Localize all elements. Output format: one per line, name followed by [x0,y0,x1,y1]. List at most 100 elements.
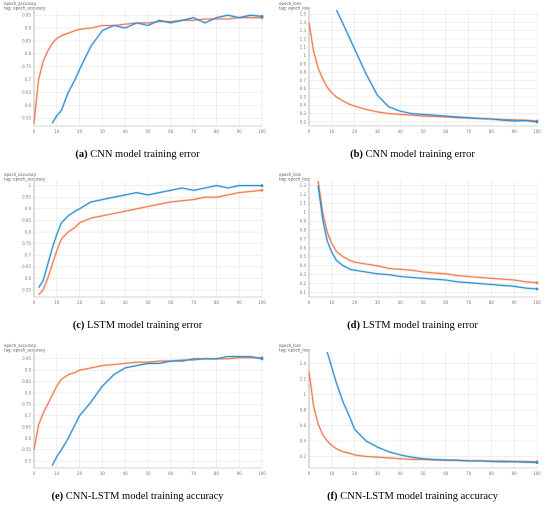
y-tick-label: 0.75 [22,64,31,69]
chart-tag: tag: epoch_loss [279,177,310,182]
y-tick-label: 0.6 [300,86,307,91]
x-tick-label: 70 [466,129,472,134]
x-tick-label: 70 [191,300,197,305]
y-tick-label: 0.85 [22,379,31,384]
y-tick-label: 0.85 [22,38,31,43]
y-tick-label: 1 [303,210,306,215]
y-tick-label: 0.6 [300,245,307,250]
x-tick-label: 10 [329,471,335,476]
x-tick-label: 10 [54,300,60,305]
y-tick-label: 1.3 [300,183,307,188]
x-tick-label: 20 [352,300,358,305]
caption-text: CNN-LSTM model training accuracy [65,491,224,502]
x-tick-label: 10 [329,129,335,134]
y-tick-label: 1.2 [300,36,307,41]
caption-text: CNN model training error [90,149,200,160]
x-tick-label: 70 [466,471,472,476]
caption-b: (b) CNN model training error [275,149,550,160]
x-tick-label: 20 [352,129,358,134]
y-tick-label: 1.4 [300,361,307,366]
x-tick-label: 30 [375,471,381,476]
panel-f: epoch_loss tag: epoch_loss 0.2 0.4 0.6 0.8 1 1.… [275,342,550,513]
y-tick-label: 0.9 [25,368,32,373]
x-tick-label: 60 [443,471,449,476]
panel-a: epoch_accuracy tag: epoch_accuracy 0.55 0.6… [0,0,275,171]
y-tick-label: 0.7 [25,77,32,82]
y-tick-label: 0.5 [300,254,307,259]
y-tick-label: 0.8 [25,390,32,395]
series-orange-shadow [316,180,538,284]
x-tick-label: 30 [375,300,381,305]
y-tick-label: 0.75 [22,402,31,407]
y-tick-label: 0.4 [300,103,307,108]
x-tick-label: 100 [258,471,266,476]
series-orange-end-point [535,281,539,285]
caption-letter: (b) [350,149,363,160]
chart-tag: tag: epoch_accuracy [4,6,46,11]
y-tick-label: 1.3 [300,28,307,33]
y-tick-label: 0.3 [300,111,307,116]
series-blue-line [38,185,262,289]
y-tick-label: 0.6 [25,436,32,441]
y-tick-label: 0.95 [22,356,31,361]
x-tick-label: 0 [33,471,36,476]
y-tick-label: 0.4 [300,438,307,443]
y-tick-label: 0.9 [25,25,32,30]
caption-text: LSTM model training error [87,320,203,331]
y-tick-label: 0.95 [22,13,31,18]
series-blue-end-point [535,120,539,124]
x-tick-label: 40 [123,300,129,305]
chart-tag: tag: epoch_loss [279,348,310,353]
y-tick-label: 0.3 [300,272,307,277]
x-tick-label: 70 [191,129,197,134]
y-tick-label: 0.4 [300,263,307,268]
x-tick-label: 20 [77,129,83,134]
x-tick-label: 60 [443,129,449,134]
y-tick-label: 0.55 [22,287,31,292]
series-orange-end-point [260,188,264,192]
y-tick-label: 1.5 [300,12,307,17]
y-tick-label: 0.65 [22,424,31,429]
y-tick-label: 1.1 [300,45,307,50]
y-tick-label: 0.2 [300,119,307,124]
x-tick-label: 50 [420,471,426,476]
caption-f: (f) CNN-LSTM model training accuracy [275,491,550,502]
x-tick-label: 0 [33,300,36,305]
x-tick-label: 80 [489,300,495,305]
y-tick-label: 0.6 [25,103,32,108]
x-tick-label: 50 [145,471,151,476]
x-tick-label: 90 [237,300,243,305]
y-tick-label: 0.5 [300,94,307,99]
x-tick-label: 90 [237,471,243,476]
caption-d: (d) LSTM model training error [275,320,550,331]
series-blue-line [51,355,263,466]
x-tick-label: 40 [123,129,129,134]
y-tick-label: 0.8 [300,70,307,75]
x-tick-label: 90 [512,300,518,305]
x-tick-label: 30 [100,300,106,305]
x-tick-label: 100 [533,471,541,476]
series-blue-line [51,14,263,124]
x-tick-label: 10 [54,129,60,134]
y-tick-label: 0.8 [25,229,32,234]
series-blue-shadow [37,184,262,289]
x-tick-label: 50 [420,129,426,134]
y-tick-label: 1 [303,53,306,58]
caption-text: LSTM model training error [362,320,478,331]
caption-text: CNN model training error [365,149,475,160]
x-tick-label: 90 [237,129,243,134]
x-tick-label: 30 [375,129,381,134]
chart-tag: tag: epoch_accuracy [4,348,46,353]
y-tick-label: 0.65 [22,264,31,269]
x-tick-label: 80 [489,471,495,476]
x-tick-label: 100 [258,300,266,305]
series-blue-end-point [535,461,539,464]
x-tick-label: 0 [308,300,311,305]
x-tick-label: 40 [398,471,404,476]
x-tick-label: 50 [145,300,151,305]
y-tick-label: 0.95 [22,195,31,200]
y-tick-label: 0.2 [300,454,307,459]
y-tick-label: 0.75 [22,241,31,246]
